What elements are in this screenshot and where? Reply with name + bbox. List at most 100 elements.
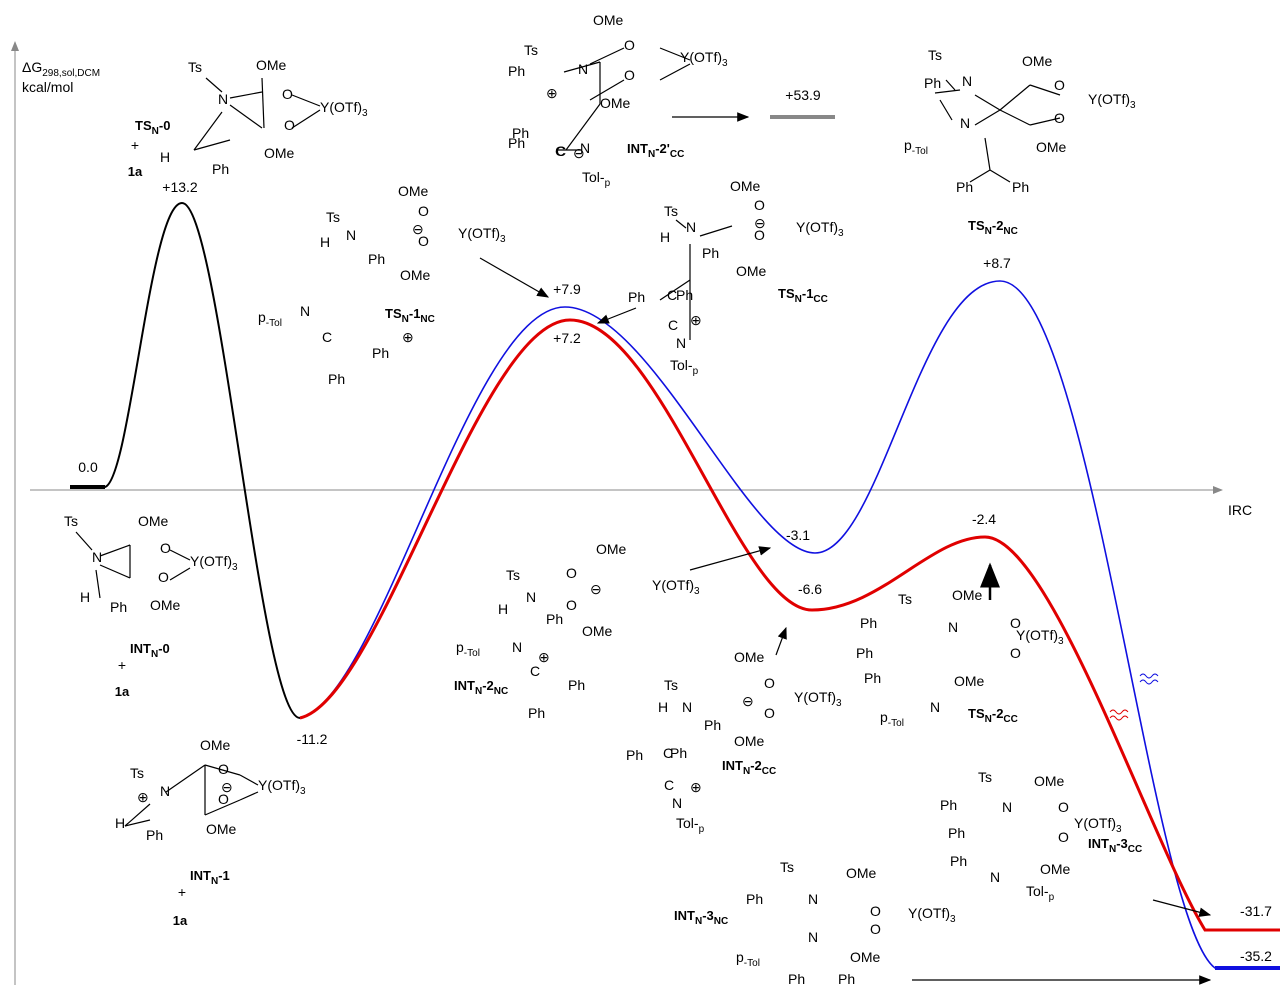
atom-label: ⊕ [690, 779, 702, 795]
atom-label-part: O [754, 197, 765, 213]
atom-label: O [1058, 829, 1069, 845]
atom-label: O [754, 197, 765, 213]
atom-label: Ph [508, 63, 525, 79]
atom-label: Ph [372, 345, 389, 361]
bond [230, 105, 262, 128]
atom-label-part: 3 [1116, 824, 1122, 835]
atom-label-part: H [658, 699, 668, 715]
energy-label: +8.7 [983, 255, 1011, 271]
atom-label-part: O [764, 705, 775, 721]
atom-label-part: Ph [568, 677, 585, 693]
atom-label-part: 3 [722, 58, 728, 69]
atom-label: O [870, 903, 881, 919]
atom-label: p-Tol [456, 639, 480, 659]
atom-label-part: OMe [206, 821, 237, 837]
species-name-part: -2 [992, 218, 1004, 233]
atom-label-part: N [512, 639, 522, 655]
atom-label-part: O [870, 903, 881, 919]
atom-label-part: OMe [593, 12, 624, 28]
atom-label-part: Y(OTf) [652, 577, 694, 593]
atom-label: Ph [864, 670, 881, 686]
atom-label-part: OMe [1022, 53, 1053, 69]
atom-label-part: C [668, 317, 678, 333]
species-name-part: INT [722, 758, 743, 773]
atom-label-part: Ph [940, 797, 957, 813]
bond [946, 80, 955, 90]
atom-label-part: -Tol [744, 958, 760, 969]
atom-label-part: OMe [850, 949, 881, 965]
atom-label: Ph [146, 827, 163, 843]
atom-label-part: ⊖ [742, 693, 754, 709]
species-name-part: -2 [992, 706, 1004, 721]
atom-label-part: Tol- [582, 169, 605, 185]
atom-label-part: Ts [326, 209, 340, 225]
atom-label: Y(OTf)3 [1074, 815, 1122, 835]
atom-label: O [624, 37, 635, 53]
bond [292, 95, 320, 106]
species-extra: + [178, 884, 186, 900]
energy-label: -31.7 [1240, 903, 1272, 919]
atom-label-part: N [300, 303, 310, 319]
species-name: INTN-2CC [722, 758, 776, 777]
species-name-part: NC [1003, 226, 1017, 237]
energy-label: -6.6 [798, 581, 822, 597]
y-axis-label-part: ΔG [22, 59, 42, 75]
atom-label: Ts [978, 769, 992, 785]
atom-label-part: Y(OTf) [794, 689, 836, 705]
atom-label: N [808, 929, 818, 945]
atom-label: Y(OTf)3 [1088, 91, 1136, 111]
atom-label: O [624, 67, 635, 83]
atom-label: Y(OTf)3 [794, 689, 842, 709]
atom-label: ⊕ [538, 649, 550, 665]
atom-label: Y(OTf)3 [1016, 627, 1064, 647]
atom-label-part: Ph [838, 971, 855, 987]
species-name: INTN-2NC [454, 678, 508, 697]
atom-label-part: H [115, 815, 125, 831]
atom-label: Y(OTf)3 [908, 905, 956, 925]
species-name-part: -2 [750, 758, 762, 773]
atom-label-part: Ts [64, 513, 78, 529]
atom-label-part: C [556, 143, 566, 159]
atom-label-part: Y(OTf) [190, 553, 232, 569]
atom-label-part: Y(OTf) [458, 225, 500, 241]
species-extra-part: + [178, 884, 186, 900]
atom-label-part: ⊖ [573, 145, 585, 161]
atom-label-part: 3 [1130, 100, 1136, 111]
atom-label-part: ⊖ [221, 779, 233, 795]
atom-label: p-Tol [258, 309, 282, 329]
bond [292, 110, 320, 128]
species-extra: + [118, 657, 126, 673]
atom-label: OMe [1040, 861, 1071, 877]
bond [1000, 110, 1030, 125]
atom-label: C [556, 143, 566, 159]
energy-label: +7.2 [553, 330, 581, 346]
atom-label-part: Ph [546, 611, 563, 627]
species-name-part: NC [714, 916, 728, 927]
atom-label-part: Ph [508, 63, 525, 79]
atom-label-part: Ts [130, 765, 144, 781]
atom-label-part: OMe [200, 737, 231, 753]
species-name-part: TS [968, 706, 985, 721]
atom-label-part: O [418, 203, 429, 219]
species-name-part: N [648, 149, 655, 160]
atom-label: N [1002, 799, 1012, 815]
species-name-part: CC [1003, 714, 1017, 725]
atom-label: Ts [780, 859, 794, 875]
atom-label-part: Y(OTf) [680, 49, 722, 65]
atom-label-part: O [282, 86, 293, 102]
atom-label: N [948, 619, 958, 635]
atom-label-part: -Tol [888, 718, 904, 729]
atom-label: Y(OTf)3 [796, 219, 844, 239]
atom-label: ⊕ [402, 329, 414, 345]
y-axis-label: ΔG298,sol,DCM [22, 59, 100, 79]
atom-label: Ph [948, 825, 965, 841]
atom-label: C [322, 329, 332, 345]
species-extra-part: + [118, 657, 126, 673]
atom-label-part: Ph [702, 245, 719, 261]
species-name-part: CC [670, 149, 684, 160]
atom-label-part: ⊕ [402, 329, 414, 345]
atom-label-part: OMe [1034, 773, 1065, 789]
species-name-part: CC [813, 294, 827, 305]
atom-label-part: Ph [626, 747, 643, 763]
atom-label: Ts [188, 59, 202, 75]
